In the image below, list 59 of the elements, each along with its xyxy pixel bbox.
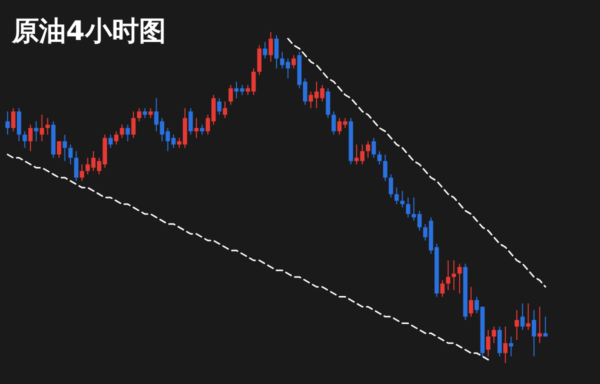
candlestick <box>62 134 67 162</box>
candlestick <box>452 260 456 291</box>
candlestick <box>406 197 410 218</box>
candlestick <box>274 34 279 69</box>
candlestick <box>326 88 330 119</box>
candlestick <box>492 326 496 344</box>
candlestick <box>16 108 22 142</box>
candlestick <box>532 310 536 357</box>
candlestick <box>514 310 519 340</box>
candlestick <box>74 150 78 182</box>
chart-title: 原油4小时图 <box>11 16 166 47</box>
candlestick <box>440 280 445 298</box>
candlestick <box>11 108 16 132</box>
candlestick <box>508 336 514 357</box>
candlestick <box>45 118 50 136</box>
candlestick <box>222 101 228 119</box>
candlestick <box>142 108 148 119</box>
candlestick <box>257 44 262 76</box>
candlestick <box>503 326 508 364</box>
candlestick <box>262 41 268 59</box>
candlestick <box>34 120 38 142</box>
candlestick <box>188 108 193 136</box>
candlestick <box>520 302 525 330</box>
candlestick <box>148 108 153 119</box>
candlestick <box>114 130 118 146</box>
candlestick <box>292 54 296 69</box>
candlestick <box>468 286 474 318</box>
candlestick <box>56 140 62 158</box>
candlestick <box>80 164 84 182</box>
candlestick <box>68 144 73 165</box>
candlestick <box>126 124 130 142</box>
candlestick <box>526 302 530 330</box>
candlestick <box>120 124 124 138</box>
candlestick <box>131 110 136 138</box>
candlestick <box>137 108 142 122</box>
candlestick <box>457 263 462 294</box>
candlestick <box>538 306 542 344</box>
candlestick <box>108 134 113 148</box>
candlestick <box>486 329 490 357</box>
candlestick <box>217 98 222 116</box>
candlestick <box>194 118 199 138</box>
candlestick <box>40 114 44 142</box>
candlestick <box>498 326 502 357</box>
candlestick <box>388 174 394 198</box>
candlestick <box>400 190 405 208</box>
candlestick <box>332 110 336 136</box>
candlestick <box>268 32 273 62</box>
candlestick <box>22 130 27 148</box>
candlestick <box>5 110 10 136</box>
candlestick <box>200 124 204 136</box>
candlestick <box>228 84 233 106</box>
candlestick <box>366 140 370 158</box>
candlestick <box>377 150 382 165</box>
candlestick <box>372 137 376 158</box>
candlestick <box>543 316 548 338</box>
candlestick <box>28 124 33 152</box>
candlestick <box>446 260 450 291</box>
candlestick <box>383 154 388 182</box>
candlestick <box>394 187 399 205</box>
